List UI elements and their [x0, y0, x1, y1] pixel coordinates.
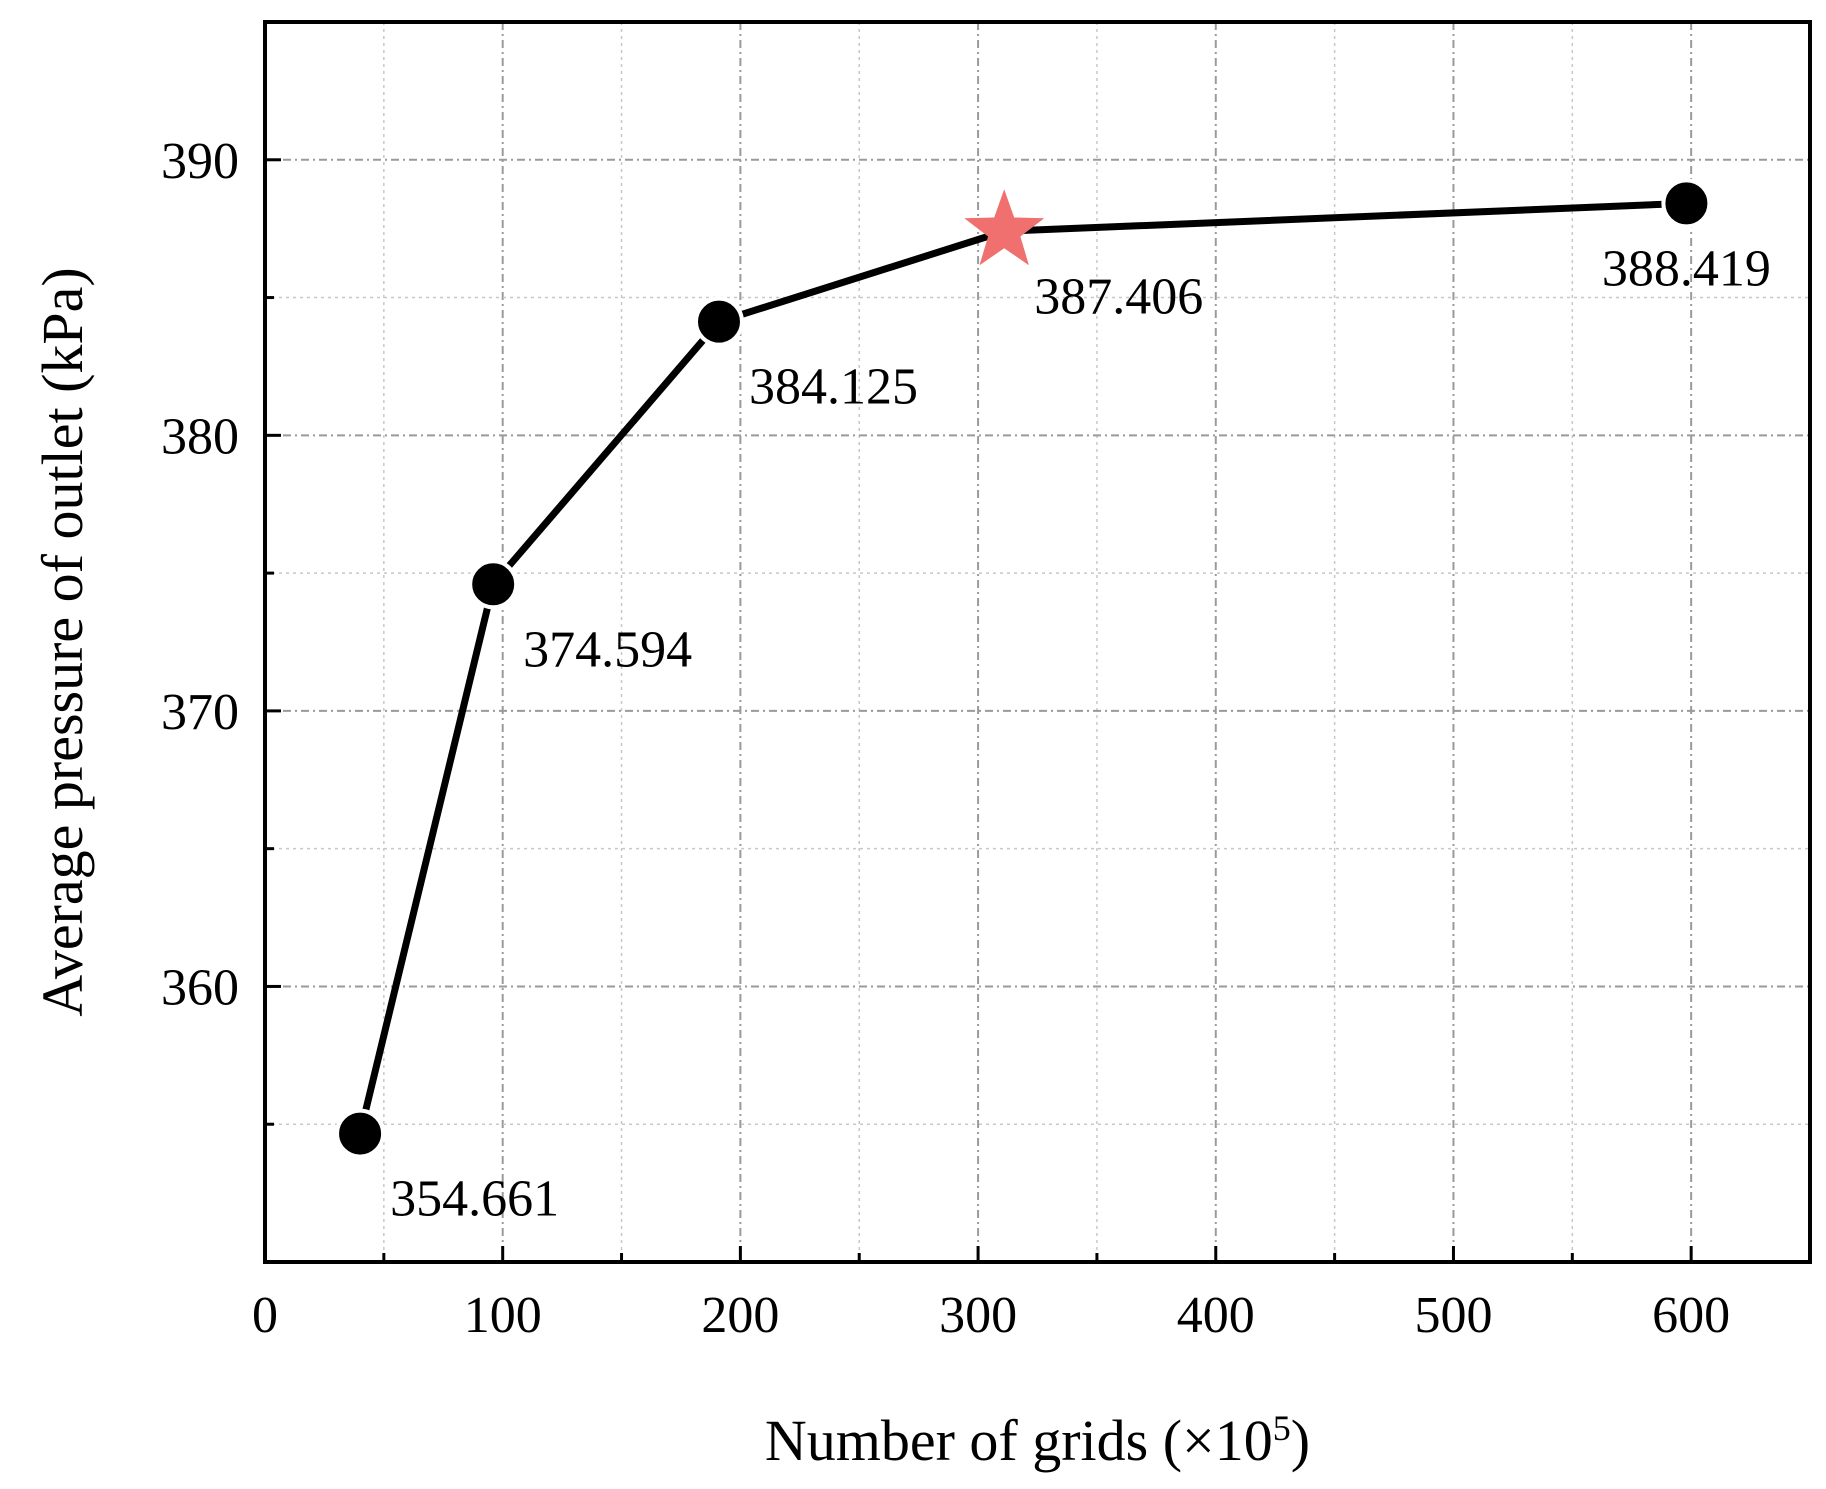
- x-axis-title: Number of grids (×105): [765, 1408, 1310, 1473]
- data-label: 387.406: [1034, 268, 1203, 325]
- data-label: 384.125: [749, 359, 918, 416]
- data-label: 374.594: [523, 621, 692, 678]
- x-tick-label: 300: [939, 1287, 1017, 1344]
- x-tick-label: 200: [701, 1287, 779, 1344]
- x-axis-title-main: Number of grids (×10: [765, 1408, 1273, 1473]
- grid: [265, 22, 1810, 1262]
- data-markers: [335, 178, 1712, 1159]
- star-marker: [964, 189, 1045, 266]
- y-tick-label: 390: [161, 133, 239, 190]
- x-tick-label: 0: [252, 1287, 278, 1344]
- data-label: 354.661: [390, 1171, 559, 1228]
- y-tick-labels: 360 370 380 390: [161, 133, 239, 1017]
- data-labels: 354.661 374.594 384.125 387.406 388.419: [390, 240, 1771, 1227]
- x-tick-label: 400: [1177, 1287, 1255, 1344]
- y-tick-label: 380: [161, 408, 239, 465]
- x-axis-title-superscript: 5: [1273, 1408, 1291, 1448]
- circle-marker: [693, 296, 744, 347]
- x-tick-labels: 0 100 200 300 400 500 600: [252, 1287, 1730, 1344]
- x-axis-title-end: ): [1291, 1408, 1310, 1473]
- x-tick-label: 100: [464, 1287, 542, 1344]
- x-tick-label: 500: [1414, 1287, 1492, 1344]
- x-tick-label: 600: [1652, 1287, 1730, 1344]
- y-axis-title: Average pressure of outlet (kPa): [30, 267, 95, 1016]
- y-tick-label: 360: [161, 959, 239, 1016]
- plot-frame: [263, 20, 1812, 1264]
- circle-marker: [468, 559, 519, 610]
- y-tick-label: 370: [161, 684, 239, 741]
- circle-marker: [335, 1108, 386, 1159]
- circle-marker: [1661, 178, 1712, 229]
- data-label: 388.419: [1602, 240, 1771, 297]
